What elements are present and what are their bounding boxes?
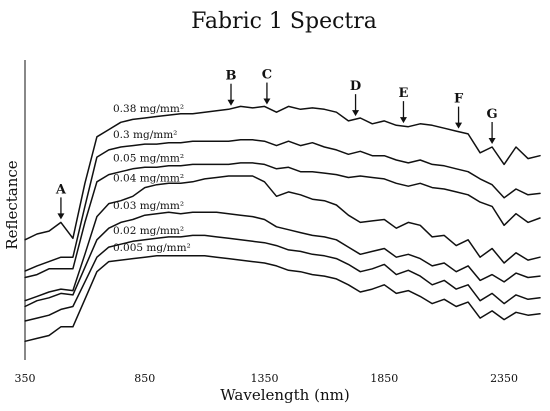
series-label-6: 0.02 mg/mm²: [113, 225, 184, 237]
annotation-arrowhead-g: [488, 138, 496, 144]
series-lines: [24, 105, 541, 343]
y-axis-title: Reflectance: [3, 160, 21, 249]
x-tick-label-4: 1850: [370, 372, 398, 385]
series-labels: 0.38 mg/mm² 0.3 mg/mm² 0.05 mg/mm² 0.04 mg/…: [113, 103, 191, 254]
x-tick-label-5: 2350: [490, 372, 518, 385]
series-label-5: 0.03 mg/mm²: [113, 200, 184, 212]
annotation-label-f: F: [454, 92, 464, 107]
series-line-1: [24, 105, 541, 241]
x-tick-label-2: 850: [134, 372, 155, 385]
series-label-3: 0.05 mg/mm²: [113, 152, 184, 164]
annotation-arrowhead-c: [263, 98, 271, 105]
series-line-4: [24, 175, 541, 302]
x-tick-label-3: 1350: [251, 372, 279, 385]
annotation-label-a: A: [55, 182, 67, 197]
annotation-label-g: G: [487, 107, 498, 122]
annotation-label-b: B: [226, 69, 237, 84]
annotation-arrowhead-e: [399, 117, 407, 124]
annotation-arrowhead-d: [352, 110, 360, 117]
x-tick-label-1: 350: [15, 372, 36, 385]
annotation-arrowhead-b: [227, 99, 235, 106]
annotation-markers: A B C D E F G: [55, 68, 498, 220]
series-line-3: [24, 162, 541, 279]
annotation-label-e: E: [399, 86, 409, 101]
annotation-label-d: D: [350, 79, 361, 94]
series-label-7: 0.005 mg/mm²: [113, 242, 191, 254]
series-line-5: [24, 211, 541, 308]
x-tick-labels: 350 850 1350 1850 2350: [15, 372, 519, 385]
series-label-4: 0.04 mg/mm²: [113, 173, 184, 185]
chart-title: Fabric 1 Spectra: [191, 9, 377, 34]
annotation-arrowhead-f: [455, 122, 463, 129]
series-line-6: [24, 234, 541, 322]
annotation-label-c: C: [262, 68, 272, 83]
series-line-7: [24, 255, 541, 343]
annotation-arrowhead-a: [57, 213, 65, 220]
series-label-2: 0.3 mg/mm²: [113, 129, 177, 141]
series-line-2: [24, 139, 541, 272]
x-axis-title: Wavelength (nm): [220, 386, 349, 404]
series-label-1: 0.38 mg/mm²: [113, 103, 184, 115]
